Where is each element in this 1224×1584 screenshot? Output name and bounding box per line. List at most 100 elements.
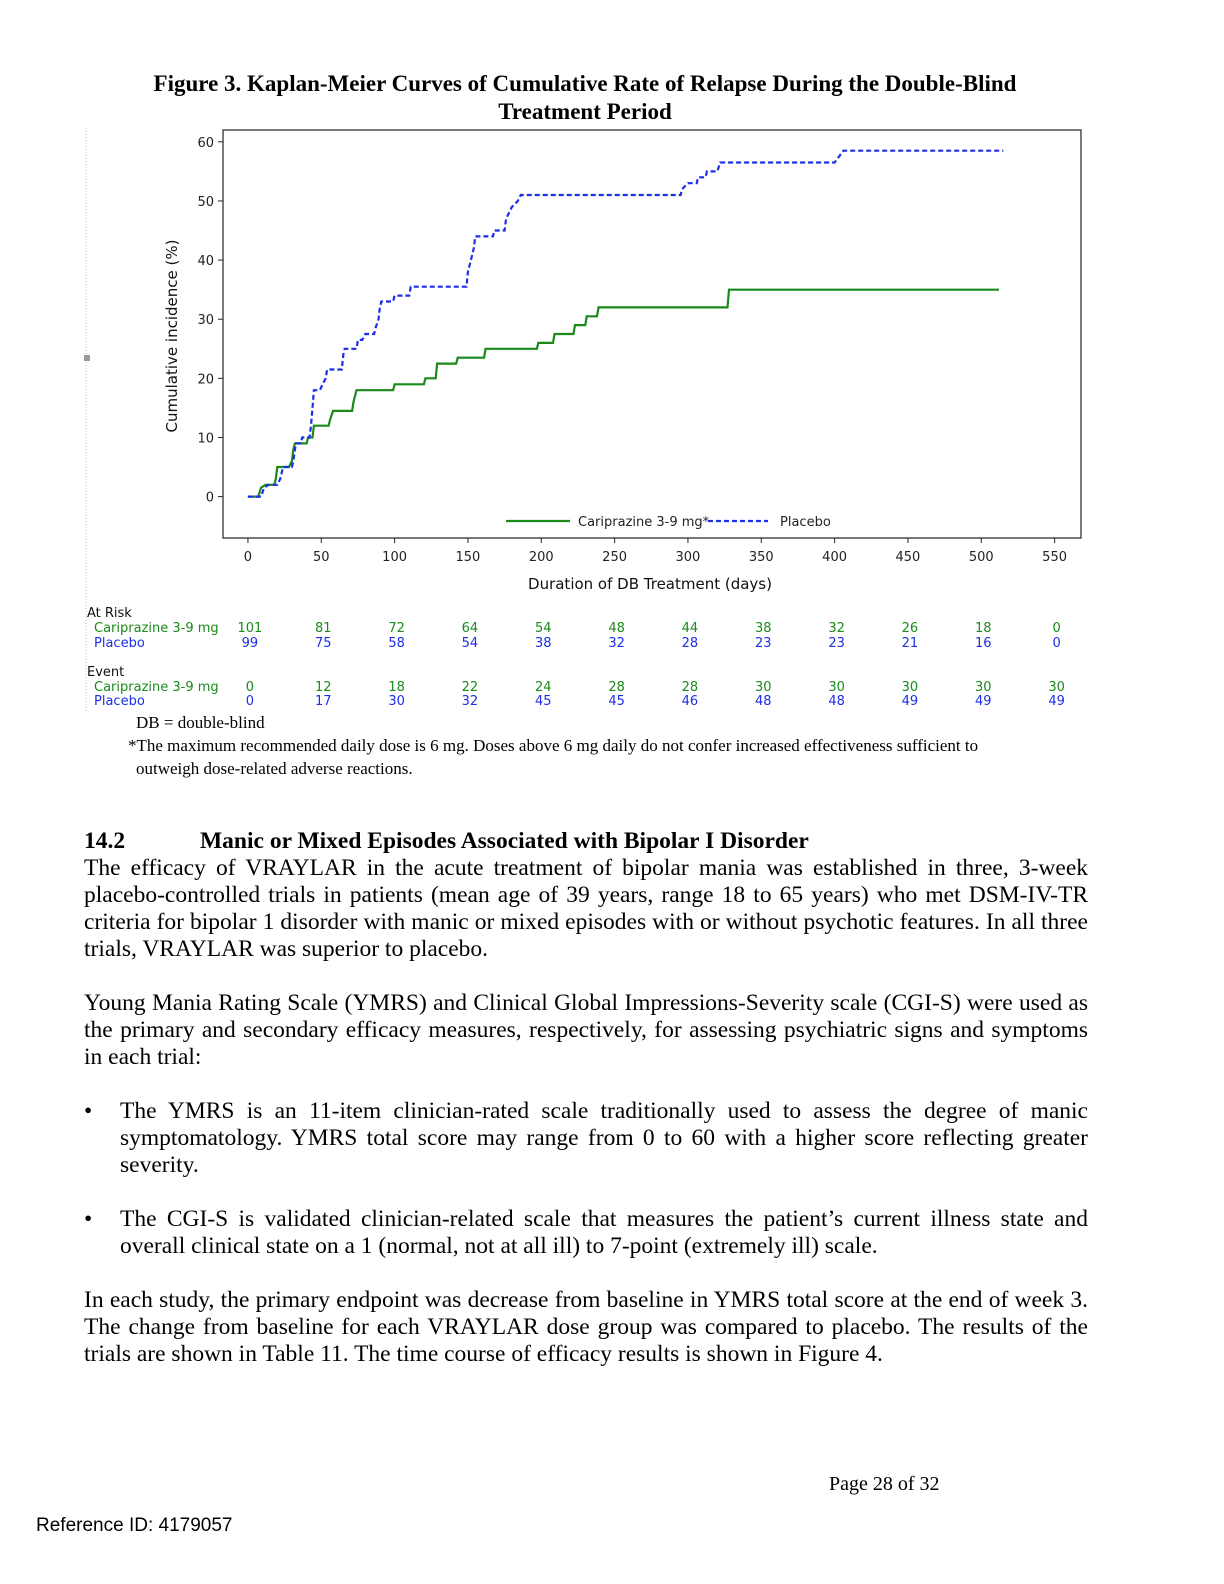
event-placebo-value: 46 [682,694,699,709]
x-axis-label: Duration of DB Treatment (days) [528,575,772,593]
event-cariprazine-value: 28 [682,680,699,695]
at-risk-placebo-value: 58 [388,636,405,651]
section-heading: 14.2 Manic or Mixed Episodes Associated … [84,828,1088,855]
event-cariprazine-value: 30 [902,680,919,695]
section-number: 14.2 [84,828,126,854]
event-cariprazine-value: 30 [828,680,845,695]
x-tick-label: 300 [676,550,701,565]
event-placebo-value: 48 [755,694,772,709]
series-layer [247,149,1004,498]
dose-footnote-line1: *The maximum recommended daily dose is 6… [128,736,979,755]
at-risk-placebo-value: 38 [535,636,552,651]
efficacy-paragraph: The efficacy of VRAYLAR in the acute tre… [84,855,1088,962]
at-risk-cariprazine-label: Cariprazine 3-9 mg [94,621,219,636]
at-risk-cariprazine-value: 48 [608,621,625,636]
at-risk-cariprazine-value: 54 [535,621,552,636]
y-tick-label: 10 [197,431,214,446]
bullet-icon: • [84,1098,93,1124]
x-tick-label: 0 [244,550,252,565]
bullet-icon: • [84,1206,93,1232]
x-tick-label: 550 [1042,550,1067,565]
at-risk-placebo-value: 21 [902,636,919,651]
event-placebo-value: 32 [462,694,479,709]
at-risk-cariprazine-value: 44 [682,621,699,636]
x-tick-label: 50 [313,550,330,565]
list-item-cgi-s: • The CGI-S is validated clinician-relate… [84,1206,1088,1260]
risk-values: 101 81 72 64 54 48 44 38 32 26 18 099 75 58 54 38 32 28 23… [238,621,1065,709]
dose-footnote-line2: outweigh dose-related adverse reactions. [136,759,413,778]
x-tick-label: 100 [382,550,407,565]
y-tick-label: 0 [206,491,214,506]
figure-title: Figure 3. Kaplan-Meier Curves of Cumulat… [153,71,1017,124]
cariprazine-curve [247,288,999,498]
event-cariprazine-value: 24 [535,680,552,695]
dose-footnote: *The maximum recommended daily dose is 6… [128,734,1088,780]
figure-marker [84,355,90,361]
event-cariprazine-label: Cariprazine 3-9 mg [94,680,219,695]
event-heading: Event [87,665,124,680]
at-risk-placebo-value: 28 [682,636,699,651]
legend-placebo-label: Placebo [780,515,831,530]
y-tick-label: 20 [197,372,214,387]
db-abbreviation-note: DB = double-blind [136,713,265,732]
event-placebo-value: 49 [1048,694,1065,709]
at-risk-placebo-value: 23 [828,636,845,651]
event-placebo-value: 45 [608,694,625,709]
legend-cariprazine-label: Cariprazine 3-9 mg* [578,515,710,530]
legend: Cariprazine 3-9 mg* Placebo [506,515,831,530]
event-placebo-label: Placebo [94,694,145,709]
x-tick-label: 400 [822,550,847,565]
event-placebo-value: 30 [388,694,405,709]
event-cariprazine-value: 30 [1048,680,1065,695]
at-risk-placebo-label: Placebo [94,636,145,651]
at-risk-cariprazine-value: 64 [462,621,479,636]
reference-id: Reference ID: 4179057 [36,1515,233,1536]
event-placebo-value: 48 [828,694,845,709]
section-14-2: 14.2 Manic or Mixed Episodes Associated … [84,828,1088,1395]
at-risk-placebo-value: 75 [315,636,332,651]
section-title: Manic or Mixed Episodes Associated with … [200,828,809,854]
measures-paragraph: Young Mania Rating Scale (YMRS) and Clin… [84,990,1088,1070]
event-cariprazine-value: 30 [755,680,772,695]
placebo-curve [247,149,1004,498]
at-risk-cariprazine-value: 26 [902,621,919,636]
endpoint-paragraph: In each study, the primary endpoint was … [84,1287,1088,1367]
at-risk-placebo-value: 32 [608,636,625,651]
event-cariprazine-value: 22 [462,680,479,695]
at-risk-placebo-value: 16 [975,636,992,651]
x-tick-label: 200 [529,550,554,565]
x-tick-label: 500 [969,550,994,565]
event-placebo-value: 0 [246,694,254,709]
event-cariprazine-value: 18 [388,680,405,695]
at-risk-cariprazine-value: 18 [975,621,992,636]
event-cariprazine-value: 30 [975,680,992,695]
at-risk-cariprazine-value: 72 [388,621,405,636]
y-tick-label: 40 [197,254,214,269]
measures-list: • The YMRS is an 11-item clinician-rated … [84,1098,1088,1260]
cgi-s-description: The CGI-S is validated clinician-related… [120,1206,1088,1259]
page-number: Page 28 of 32 [829,1473,940,1495]
event-cariprazine-value: 12 [315,680,332,695]
y-axis-label: Cumulative incidence (%) [163,240,181,433]
event-placebo-value: 49 [902,694,919,709]
x-axis: 0 50 100 150 200 250 300 350 400 450 500 550 [244,538,1067,565]
risk-table: At Risk Cariprazine 3-9 mg Placebo Event… [87,606,1065,709]
at-risk-cariprazine-value: 0 [1052,621,1060,636]
x-tick-label: 450 [896,550,921,565]
at-risk-placebo-value: 54 [462,636,479,651]
ymrs-description: The YMRS is an 11-item clinician-rated s… [120,1098,1088,1178]
y-axis: 0 10 20 30 40 50 60 [197,136,223,506]
at-risk-cariprazine-value: 38 [755,621,772,636]
x-tick-label: 250 [602,550,627,565]
x-tick-label: 150 [456,550,481,565]
event-cariprazine-value: 28 [608,680,625,695]
at-risk-cariprazine-value: 81 [315,621,332,636]
event-placebo-value: 49 [975,694,992,709]
list-item-ymrs: • The YMRS is an 11-item clinician-rated … [84,1098,1088,1179]
plot-frame [222,129,1082,539]
at-risk-cariprazine-value: 32 [828,621,845,636]
event-placebo-value: 45 [535,694,552,709]
at-risk-placebo-value: 99 [242,636,259,651]
at-risk-cariprazine-value: 101 [238,621,263,636]
at-risk-placebo-value: 0 [1052,636,1060,651]
